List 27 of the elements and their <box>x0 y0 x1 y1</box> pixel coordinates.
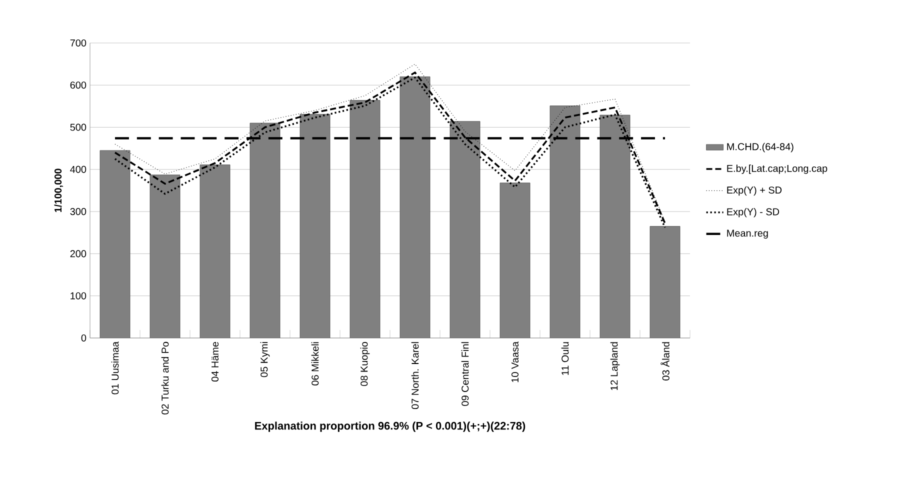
y-tick-label: 500 <box>70 124 86 131</box>
legend-label: Exp(Y) + SD <box>727 186 782 196</box>
legend-label: Exp(Y) - SD <box>727 208 780 218</box>
x-axis-title: Explanation proportion 96.9% (P < 0.001)(+;+)(22:78) <box>255 422 526 432</box>
x-tick-label: 04 Häme <box>211 342 219 382</box>
x-tick-label: 08 Kuopio <box>360 342 370 386</box>
y-tick-label: 600 <box>70 82 86 89</box>
y-tick-label: 200 <box>70 250 86 258</box>
y-axis-title: 1/100,000 <box>54 168 64 212</box>
legend-label: M.CHD.(64-84) <box>727 142 794 152</box>
x-tick-label: 11 Oulu <box>561 342 569 375</box>
x-tick-label: 05 Kymi <box>260 342 270 378</box>
y-tick-label: 100 <box>70 292 86 300</box>
x-tick-label: 09 Central Finl <box>461 342 469 406</box>
y-tick-label: 400 <box>70 166 86 173</box>
x-tick-label: 01 Uusimaa <box>111 342 119 394</box>
x-tick-label: 02 Turku and Po <box>161 342 169 414</box>
y-tick-label: 700 <box>70 39 86 47</box>
x-tick-label: 12 Lapland <box>610 342 620 390</box>
x-tick-label: 03 Åland <box>660 342 670 380</box>
y-tick-label: 0 <box>81 334 86 342</box>
y-tick-label: 300 <box>70 208 86 216</box>
legend-label: E.by.[Lat.cap;Long.cap <box>727 164 828 174</box>
x-tick-label: 07 North. Karel <box>411 342 419 410</box>
x-tick-label: 06 Mikkeli <box>311 342 319 386</box>
x-tick-label: 10 Vaasa <box>511 342 519 382</box>
legend-label: Mean.reg <box>727 230 768 239</box>
